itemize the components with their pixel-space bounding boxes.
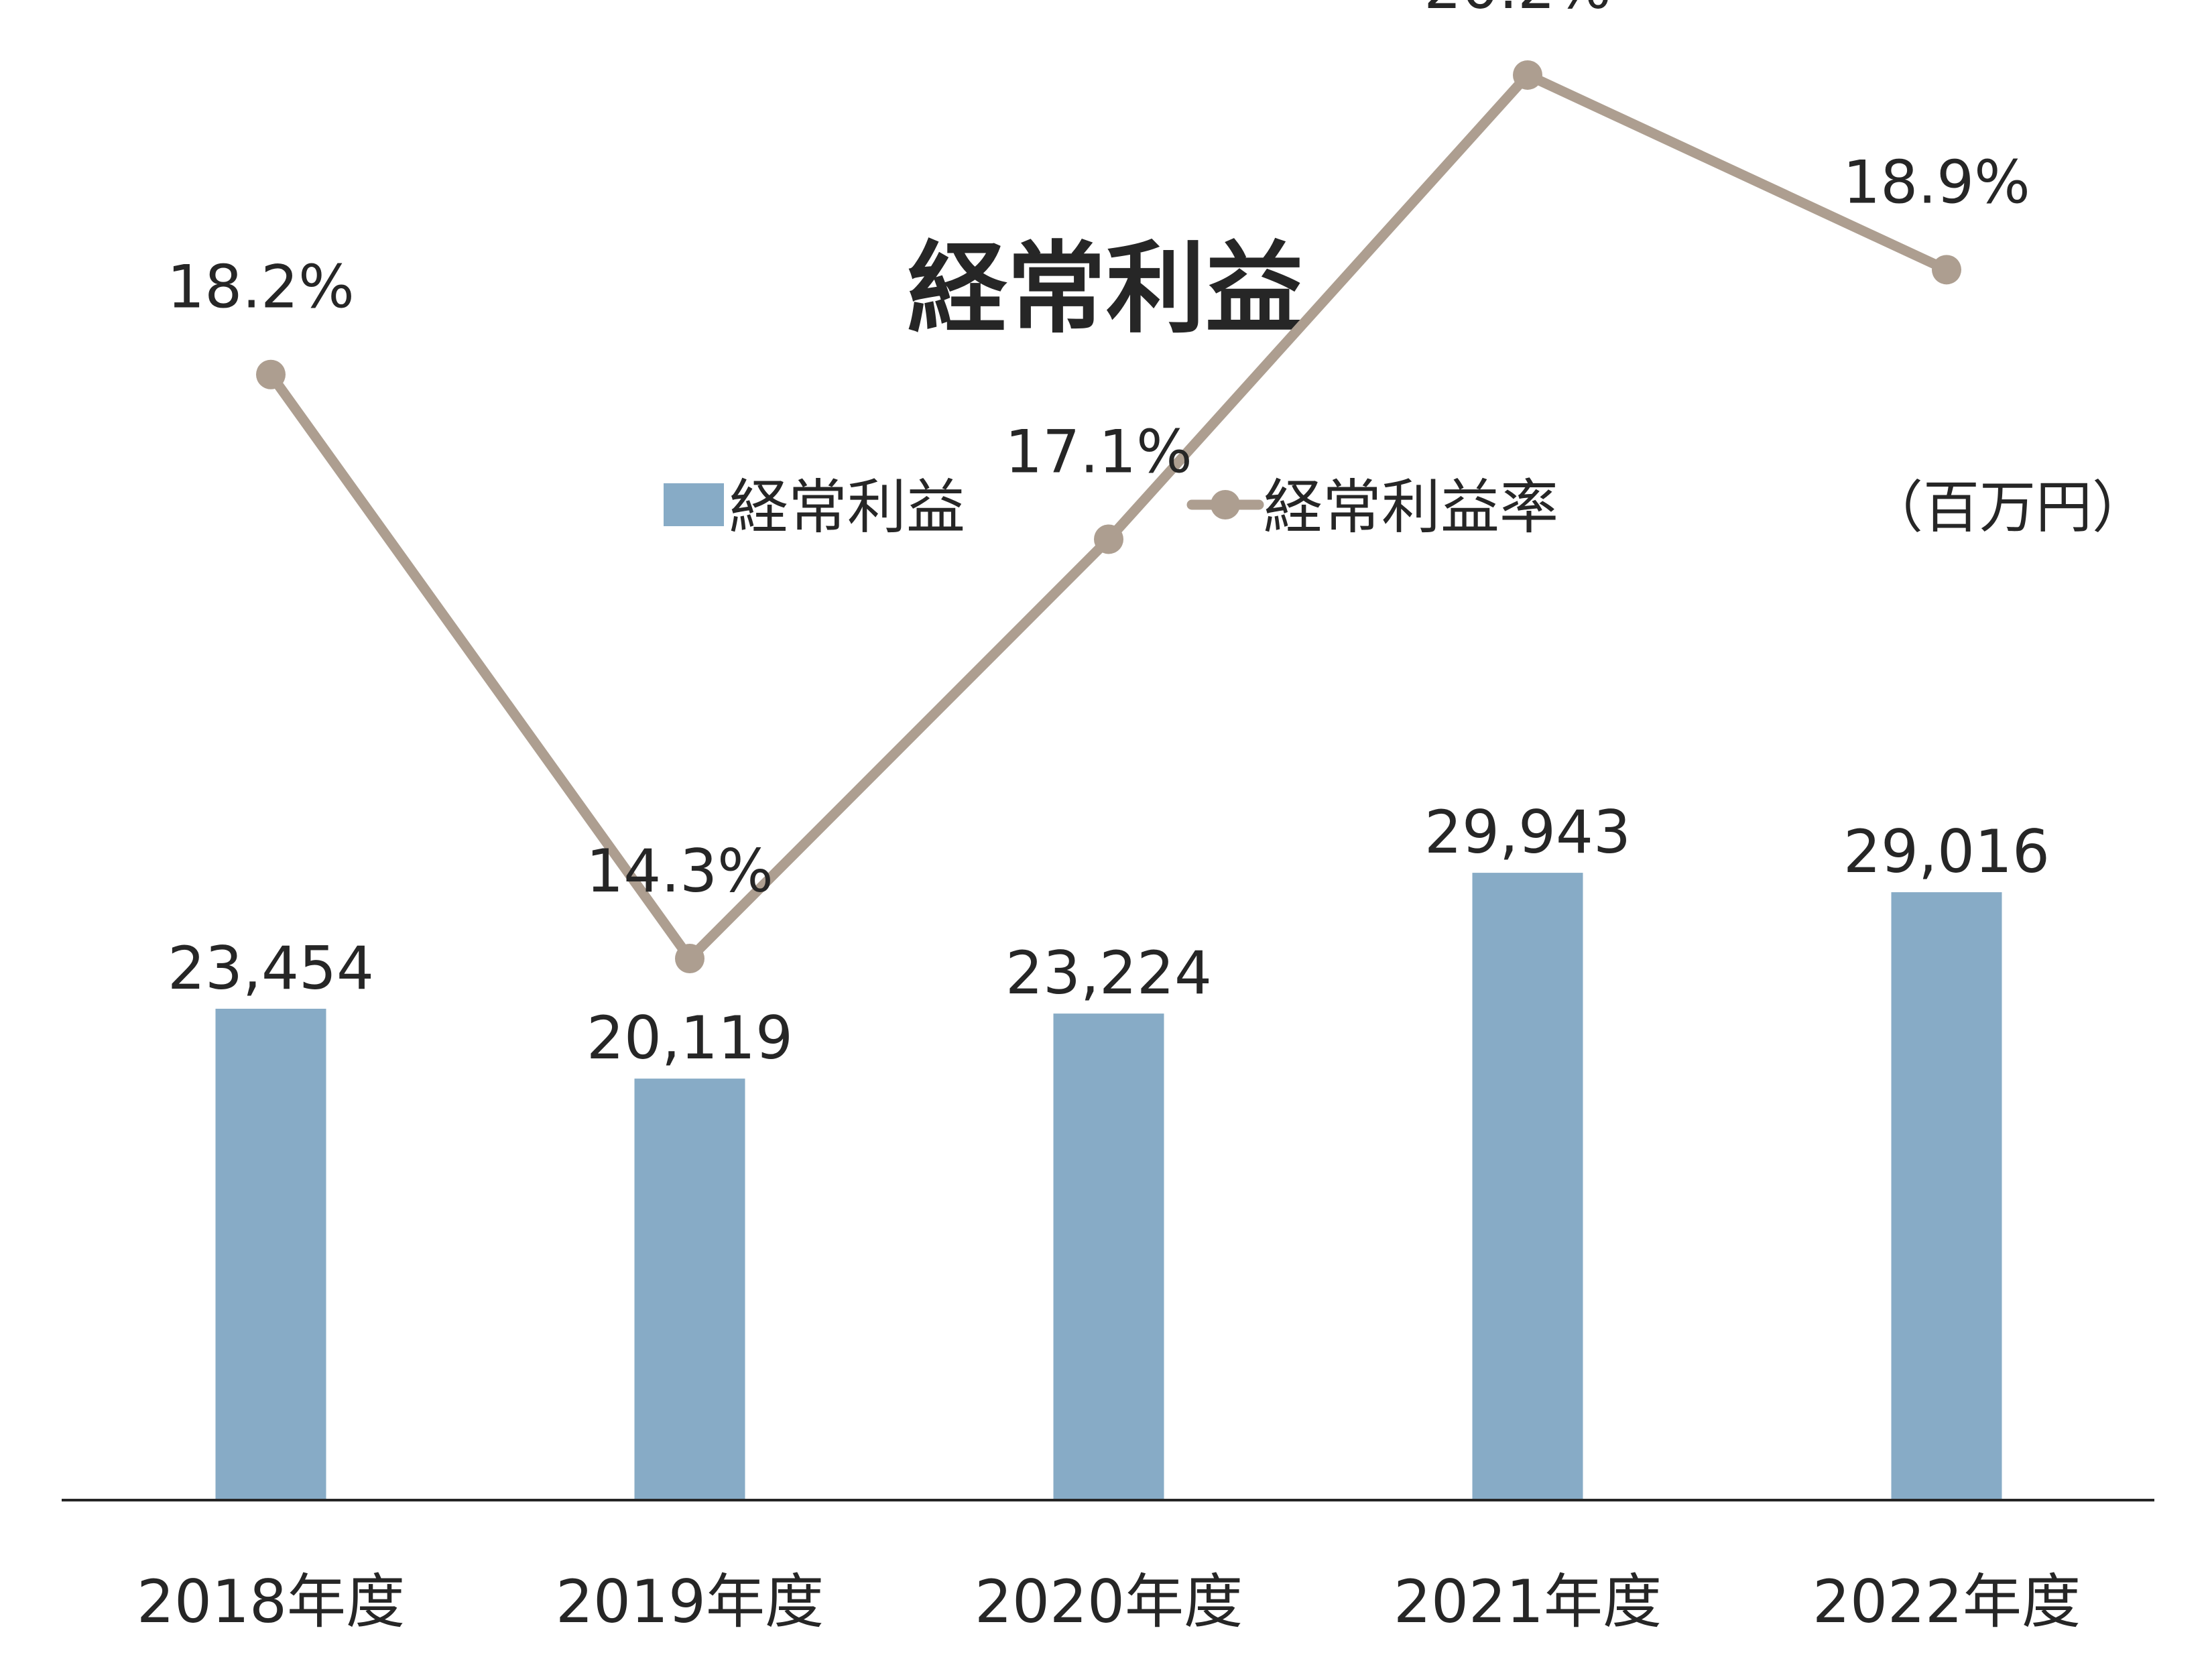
rate-value-label: 20.2% (1424, 0, 1611, 22)
bar-value-label: 23,224 (1005, 938, 1212, 1007)
bar (1053, 1013, 1164, 1500)
bar-value-labels: 23,454 20,119 23,224 29,943 29,016 (168, 798, 2050, 1072)
bar (215, 1008, 326, 1500)
bar (1472, 873, 1583, 1500)
unit-label: （百万円） (1867, 475, 2148, 540)
bar (634, 1079, 745, 1500)
bar-value-label: 29,943 (1424, 798, 1631, 867)
x-tick-label: 2018年度 (137, 1567, 405, 1636)
rate-point (256, 359, 286, 389)
x-tick-label: 2020年度 (975, 1567, 1243, 1636)
rate-value-label: 18.2% (167, 253, 355, 322)
bar-series (215, 873, 2002, 1500)
bar (1891, 892, 2002, 1500)
line-series (256, 60, 1961, 973)
bar-value-label: 23,454 (168, 934, 374, 1003)
x-axis-tick-labels: 2018年度 2019年度 2020年度 2021年度 2022年度 (137, 1567, 2081, 1636)
chart-title: 経常利益 (908, 231, 1304, 347)
rate-point (1932, 255, 1961, 285)
legend-bar-swatch (664, 483, 724, 526)
rate-point (1513, 60, 1542, 90)
rate-value-label: 18.9% (1843, 147, 2030, 217)
rate-point (675, 944, 704, 973)
legend-line-label: 経常利益率 (1264, 473, 1558, 542)
legend-line-marker (1211, 490, 1240, 519)
rate-value-label: 17.1% (1005, 417, 1192, 486)
legend-bar-label: 経常利益 (729, 473, 965, 542)
rate-point (1094, 524, 1123, 554)
line-value-labels: 18.2% 14.3% 17.1% 20.2% 18.9% (167, 0, 2030, 906)
rate-value-label: 14.3% (586, 837, 774, 906)
bar-value-label: 29,016 (1843, 817, 2050, 886)
bar-value-label: 20,119 (587, 1003, 793, 1072)
rate-line (265, 70, 1952, 964)
x-tick-label: 2022年度 (1812, 1567, 2081, 1636)
legend: 経常利益 経常利益率 (664, 473, 1558, 542)
x-tick-label: 2021年度 (1394, 1567, 1662, 1636)
x-tick-label: 2019年度 (556, 1567, 824, 1636)
